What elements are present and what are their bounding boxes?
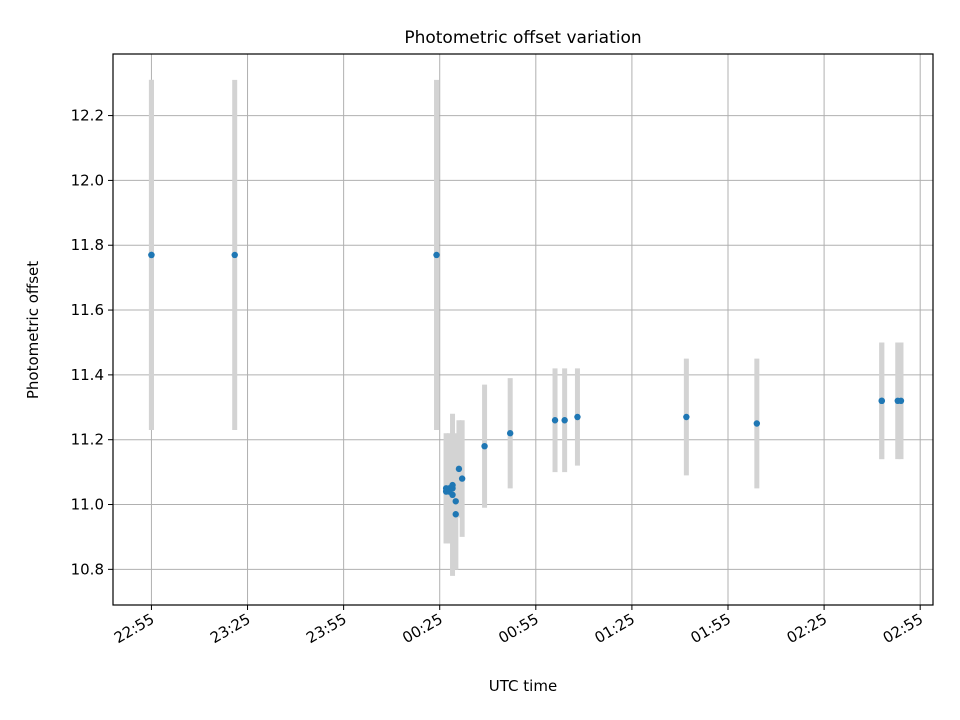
x-axis-label: UTC time bbox=[489, 677, 557, 695]
data-point bbox=[574, 413, 581, 421]
chart-title: Photometric offset variation bbox=[404, 28, 641, 48]
plot-frame bbox=[112, 53, 934, 606]
data-point bbox=[452, 498, 459, 505]
data-points bbox=[148, 251, 905, 518]
data-point bbox=[561, 417, 568, 424]
y-tick-label: 12.0 bbox=[71, 171, 104, 189]
data-point bbox=[231, 251, 238, 259]
y-tick-label: 10.8 bbox=[71, 560, 104, 578]
data-point bbox=[458, 475, 466, 482]
y-tick-label: 11.0 bbox=[71, 496, 104, 514]
y-tick-label: 11.2 bbox=[71, 431, 104, 449]
data-point bbox=[455, 465, 463, 473]
y-tick-label: 11.6 bbox=[71, 301, 104, 319]
data-point bbox=[433, 251, 440, 259]
data-point bbox=[753, 420, 761, 427]
data-point bbox=[506, 430, 514, 437]
data-point bbox=[683, 413, 690, 421]
data-point bbox=[897, 397, 905, 405]
data-point bbox=[148, 251, 155, 259]
data-point bbox=[452, 511, 459, 518]
grid bbox=[113, 54, 933, 605]
data-point bbox=[551, 417, 559, 424]
data-point bbox=[449, 481, 456, 489]
y-tick-label: 12.2 bbox=[71, 107, 104, 125]
data-point bbox=[481, 442, 488, 450]
y-axis-label: Photometric offset bbox=[24, 261, 42, 399]
data-point bbox=[449, 491, 456, 498]
y-axis-ticks: 10.8 11.0 11.2 11.4 11.6 11.8 12.0 12.2 bbox=[71, 107, 113, 578]
y-tick-label: 11.4 bbox=[71, 366, 104, 384]
y-tick-label: 11.8 bbox=[71, 236, 104, 254]
data-point bbox=[878, 397, 885, 405]
